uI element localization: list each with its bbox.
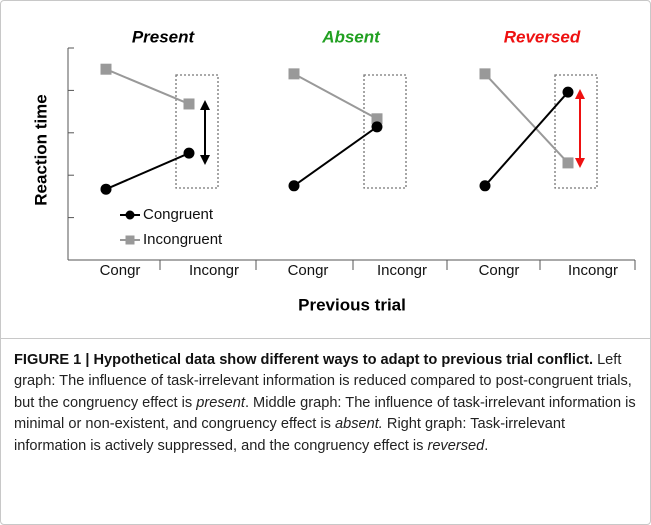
caption-text: reversed [427,437,485,454]
point [479,180,491,192]
y-axis-label: Reaction time [31,94,50,205]
panel-title: Present [132,27,196,46]
legend-label: Congruent [143,206,214,223]
series-line [105,152,190,191]
point [288,180,300,192]
point [183,147,195,159]
x-tick-label: Incongr [377,262,427,279]
caption-text: absent. [334,416,383,433]
series-line [293,72,378,120]
x-tick-label: Incongr [189,262,239,279]
highlight-box [554,74,598,189]
caption: FIGURE 1 | Hypothetical data show differ… [14,350,640,457]
caption-text: . [484,437,489,454]
x-axis-label: Previous trial [298,295,406,314]
point [100,183,112,195]
point [371,121,383,133]
legend-marker [125,210,135,220]
x-tick-label: Congr [100,262,141,279]
point [100,63,112,75]
legend-marker [125,235,135,245]
caption-text: present [196,394,245,411]
point [479,68,491,80]
highlight-box [175,74,219,189]
point [288,68,300,80]
point [562,157,574,169]
series-line [484,73,569,164]
point [371,113,383,125]
legend-label: Incongruent [143,231,223,248]
panel-title: Reversed [504,27,581,46]
caption-text: Right graph: Task-irrelevant information… [14,416,566,454]
series-line [484,91,569,187]
highlight-box [363,74,407,189]
caption-text: Left graph: The influence of task-irrele… [14,352,632,411]
x-tick-label: Congr [479,262,520,279]
x-tick-label: Incongr [568,262,618,279]
series-line [293,126,378,187]
caption-text: . Middle graph: The influence of task-ir… [14,394,636,433]
series-line [105,68,190,105]
point [562,86,574,98]
chart: Reaction time Previous trial Present Cong… [31,27,636,314]
panel-title: Absent [321,27,381,46]
separator [1,338,650,339]
x-tick-label: Congr [288,262,329,279]
caption-label: FIGURE 1 | Hypothetical data show differ… [14,352,594,368]
point [183,98,195,110]
